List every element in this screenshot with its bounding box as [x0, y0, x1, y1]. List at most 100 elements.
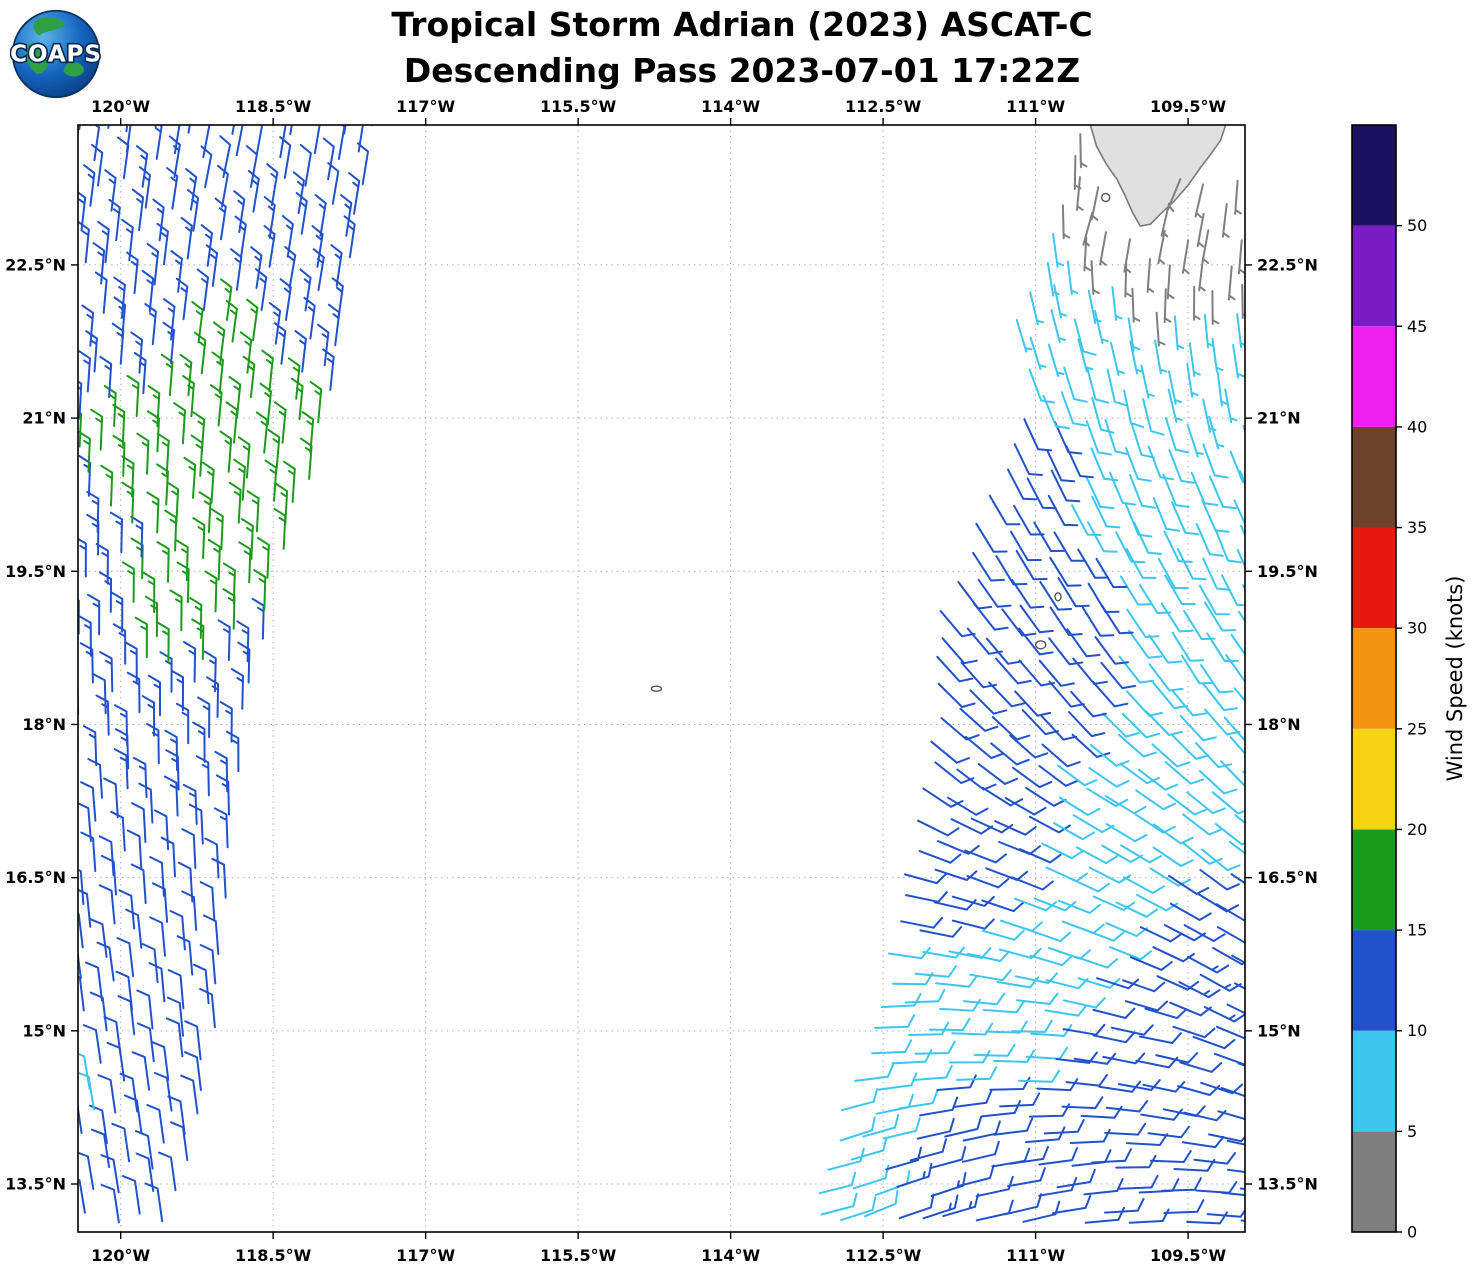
wind-barb	[131, 802, 147, 843]
wind-barb	[957, 1164, 995, 1188]
wind-barb	[1022, 1200, 1061, 1223]
wind-barb	[1079, 133, 1088, 169]
wind-barb	[1106, 368, 1129, 407]
wind-barb	[192, 721, 206, 763]
wind-barb	[1136, 893, 1179, 912]
wind-barb	[1119, 575, 1153, 606]
wind-barb	[1137, 768, 1179, 791]
wind-barb	[1244, 233, 1245, 247]
wind-barb	[1004, 797, 1047, 816]
wind-barb	[173, 125, 181, 155]
wind-barb	[956, 768, 997, 791]
wind-barb	[839, 1116, 876, 1142]
wind-barb	[1227, 265, 1236, 301]
wind-barb	[219, 135, 232, 179]
wind-barb	[1237, 1062, 1245, 1067]
wind-barb	[131, 188, 145, 232]
wind-barb	[182, 783, 198, 825]
wind-barb	[112, 623, 127, 665]
wind-barb	[1230, 633, 1245, 657]
wind-barb	[255, 125, 264, 156]
wind-barb	[939, 610, 976, 638]
wind-barb	[1084, 1206, 1125, 1224]
x-tick-label-bottom: 115.5°W	[540, 1246, 617, 1264]
wind-barb	[1192, 1035, 1236, 1050]
wind-barb	[82, 725, 98, 767]
wind-barb	[1169, 902, 1212, 921]
wind-barb	[1073, 155, 1082, 190]
wind-barb	[1240, 1219, 1245, 1222]
wind-barb	[1009, 1145, 1049, 1165]
wind-barb	[1038, 765, 1079, 787]
wind-barb	[1030, 1024, 1073, 1037]
wind-barb	[1221, 203, 1230, 238]
y-tick-label-left: 13.5°N	[5, 1175, 66, 1194]
wind-barb	[1155, 311, 1166, 347]
wind-barb	[294, 330, 307, 373]
wind-barb	[1163, 530, 1193, 564]
wind-barb	[1046, 262, 1060, 297]
wind-barb	[1046, 449, 1076, 483]
wind-barb	[1126, 690, 1163, 717]
wind-barb	[854, 1063, 894, 1082]
wind-barb	[1076, 176, 1084, 211]
wind-barb	[1193, 285, 1201, 321]
wind-barb	[969, 689, 1008, 715]
wind-barb	[95, 694, 110, 736]
wind-barb	[1039, 580, 1073, 611]
wind-barb	[226, 730, 240, 773]
wind-barb	[1045, 866, 1089, 883]
x-tick-label-bottom: 112.5°W	[845, 1246, 922, 1264]
wind-barb	[219, 430, 233, 473]
wind-barb	[1242, 584, 1245, 591]
wind-barb	[78, 221, 90, 264]
wind-barb	[158, 1151, 177, 1192]
wind-barb	[151, 1041, 170, 1081]
wind-barb	[1206, 1208, 1245, 1218]
colorbar-tick-label: 5	[1407, 1122, 1417, 1141]
wind-barb	[1157, 229, 1166, 265]
wind-barb	[62, 172, 72, 213]
wind-barb	[1168, 874, 1210, 895]
globe-land-icon	[63, 62, 84, 77]
wind-barb	[930, 740, 970, 764]
wind-barb	[969, 969, 1012, 982]
wind-barb	[918, 850, 962, 864]
x-tick-label-bottom: 109.5°W	[1150, 1246, 1227, 1264]
wind-barb	[135, 1152, 155, 1192]
wind-barb	[192, 517, 206, 559]
wind-barb	[1214, 823, 1245, 846]
wind-barb	[982, 1000, 1025, 1014]
wind-barb	[121, 218, 134, 262]
wind-barb	[92, 673, 107, 715]
wind-barb	[1181, 1135, 1225, 1149]
wind-barb	[1061, 920, 1105, 934]
wind-barb	[147, 674, 161, 717]
wind-barb	[78, 717, 79, 746]
wind-barb	[942, 1193, 980, 1218]
wind-barb	[292, 171, 305, 215]
wind-barb	[228, 376, 242, 419]
wind-barb	[1203, 1006, 1245, 1023]
wind-barb	[189, 597, 203, 639]
wind-barb	[1065, 1074, 1108, 1087]
wind-barb	[1224, 388, 1238, 423]
wind-barb	[1204, 708, 1241, 736]
wind-barb	[1186, 363, 1199, 398]
wind-barb	[279, 136, 292, 179]
wind-barb	[977, 578, 1012, 608]
wind-barb	[1124, 503, 1153, 538]
plot-border	[77, 124, 1246, 1233]
wind-barb	[1013, 443, 1043, 476]
wind-barb	[864, 1190, 899, 1218]
wind-barb	[130, 863, 147, 905]
wind-barb	[1092, 1031, 1136, 1044]
wind-barb	[1110, 1024, 1154, 1036]
wind-barb	[1195, 742, 1233, 769]
wind-barb	[966, 875, 1010, 889]
wind-barb	[1108, 471, 1137, 506]
wind-barb	[1091, 680, 1129, 708]
wind-barb	[1122, 979, 1166, 993]
wind-barb	[1092, 895, 1136, 911]
wind-barb	[1211, 290, 1220, 326]
